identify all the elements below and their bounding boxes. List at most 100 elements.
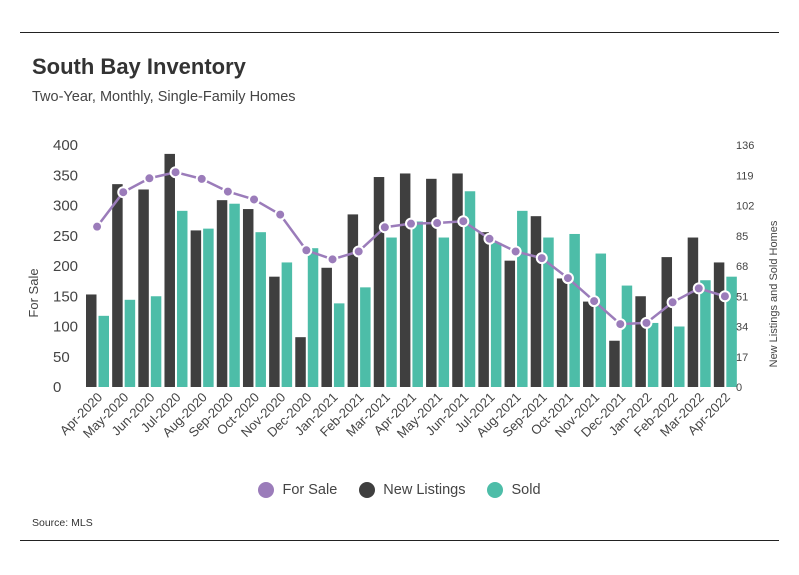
bar-new-listings-1 xyxy=(112,184,123,387)
point-for-sale-18 xyxy=(561,272,574,285)
right-tick-1: 17 xyxy=(736,352,748,364)
bar-sold-11 xyxy=(386,237,397,387)
bar-sold-22 xyxy=(674,326,685,387)
point-for-sale-5 xyxy=(221,185,234,198)
bar-new-listings-23 xyxy=(687,237,699,387)
point-for-sale-10 xyxy=(352,245,365,258)
point-for-sale-1 xyxy=(117,186,130,199)
bar-sold-6 xyxy=(255,232,266,387)
bar-sold-0 xyxy=(98,315,109,387)
legend-label-new-listings: New Listings xyxy=(383,482,466,498)
bar-sold-3 xyxy=(176,210,188,387)
bar-sold-15 xyxy=(490,242,502,387)
bar-sold-5 xyxy=(229,203,240,387)
legend-item-new-listings: New Listings xyxy=(359,482,465,498)
point-for-sale-9 xyxy=(326,253,339,266)
chart-subtitle: Two-Year, Monthly, Single-Family Homes xyxy=(32,89,296,105)
bar-new-listings-13 xyxy=(426,178,437,387)
bar-new-listings-24 xyxy=(713,262,725,387)
point-for-sale-2 xyxy=(143,172,156,185)
point-for-sale-15 xyxy=(483,232,496,245)
legend-item-for-sale: For Sale xyxy=(258,482,337,498)
point-for-sale-16 xyxy=(509,245,522,258)
bar-sold-17 xyxy=(543,237,554,387)
bar-new-listings-15 xyxy=(478,232,489,387)
point-for-sale-3 xyxy=(169,166,182,179)
point-for-sale-13 xyxy=(431,217,444,230)
right-tick-3: 51 xyxy=(736,291,748,303)
bar-sold-2 xyxy=(150,296,162,387)
bar-sold-19 xyxy=(595,253,607,387)
point-for-sale-4 xyxy=(195,172,208,185)
bar-new-listings-20 xyxy=(609,340,620,387)
bottom-rule xyxy=(20,540,779,541)
bar-sold-12 xyxy=(412,221,423,387)
left-tick-4: 200 xyxy=(53,258,78,275)
point-for-sale-22 xyxy=(666,296,679,309)
bar-new-listings-17 xyxy=(530,216,542,387)
right-tick-8: 136 xyxy=(736,140,754,152)
bar-sold-24 xyxy=(726,276,737,387)
legend-swatch-sold xyxy=(487,482,504,498)
bar-sold-9 xyxy=(333,303,345,387)
left-axis-ticks: 0 50 100 150 200 250 300 350 400 xyxy=(53,137,78,396)
bars-layer xyxy=(86,153,737,387)
point-for-sale-20 xyxy=(614,318,627,331)
bar-new-listings-7 xyxy=(269,276,280,387)
bar-new-listings-11 xyxy=(373,177,385,387)
bar-new-listings-16 xyxy=(504,260,516,387)
left-tick-5: 250 xyxy=(53,228,78,245)
point-for-sale-11 xyxy=(378,221,391,234)
bar-new-listings-9 xyxy=(321,267,332,387)
bar-sold-8 xyxy=(307,248,319,387)
point-for-sale-6 xyxy=(248,193,261,206)
chart-title: South Bay Inventory xyxy=(32,54,246,79)
right-tick-6: 102 xyxy=(736,201,754,213)
bar-sold-23 xyxy=(700,280,711,387)
right-axis-title: New Listings and Sold Homes xyxy=(768,220,780,367)
bar-new-listings-21 xyxy=(635,296,646,387)
legend-label-sold: Sold xyxy=(511,482,541,498)
bar-sold-13 xyxy=(438,237,450,387)
bar-new-listings-10 xyxy=(347,214,359,387)
bar-sold-4 xyxy=(203,228,214,387)
legend-swatch-new-listings xyxy=(359,482,376,498)
bar-new-listings-19 xyxy=(583,301,594,387)
source-note: Source: MLS xyxy=(32,517,93,529)
bar-new-listings-18 xyxy=(556,278,568,387)
point-for-sale-12 xyxy=(405,217,417,230)
left-tick-3: 150 xyxy=(53,288,78,305)
bar-new-listings-4 xyxy=(190,230,202,387)
right-tick-7: 119 xyxy=(736,170,754,182)
top-rule xyxy=(20,32,779,33)
legend: For Sale New Listings Sold xyxy=(0,482,799,498)
left-tick-8: 400 xyxy=(53,137,78,154)
bar-new-listings-22 xyxy=(661,257,673,387)
point-for-sale-24 xyxy=(718,290,731,303)
point-for-sale-21 xyxy=(640,316,653,329)
bar-sold-14 xyxy=(464,191,476,387)
legend-label-for-sale: For Sale xyxy=(282,482,338,498)
left-tick-1: 50 xyxy=(53,349,70,366)
right-axis-ticks: 0 17 34 51 68 85 102 119 136 xyxy=(736,140,754,394)
x-axis-ticks: Apr-2020May-2020Jun-2020Jul-2020Aug-2020… xyxy=(57,390,733,441)
left-tick-7: 350 xyxy=(53,167,78,184)
bar-new-listings-14 xyxy=(452,173,463,387)
bar-new-listings-2 xyxy=(138,189,149,387)
right-tick-5: 85 xyxy=(736,231,748,243)
bar-new-listings-8 xyxy=(295,337,306,387)
bar-new-listings-0 xyxy=(86,294,97,387)
point-for-sale-17 xyxy=(535,252,548,265)
bar-sold-20 xyxy=(621,285,633,387)
bar-new-listings-12 xyxy=(399,173,411,387)
line-layer xyxy=(91,166,731,331)
point-for-sale-14 xyxy=(457,215,470,228)
bar-new-listings-3 xyxy=(164,153,175,387)
point-for-sale-8 xyxy=(300,244,313,257)
bar-sold-1 xyxy=(124,299,136,387)
bar-new-listings-6 xyxy=(242,209,254,387)
point-for-sale-23 xyxy=(692,282,705,295)
left-tick-6: 300 xyxy=(53,198,78,215)
bar-sold-21 xyxy=(647,322,659,387)
